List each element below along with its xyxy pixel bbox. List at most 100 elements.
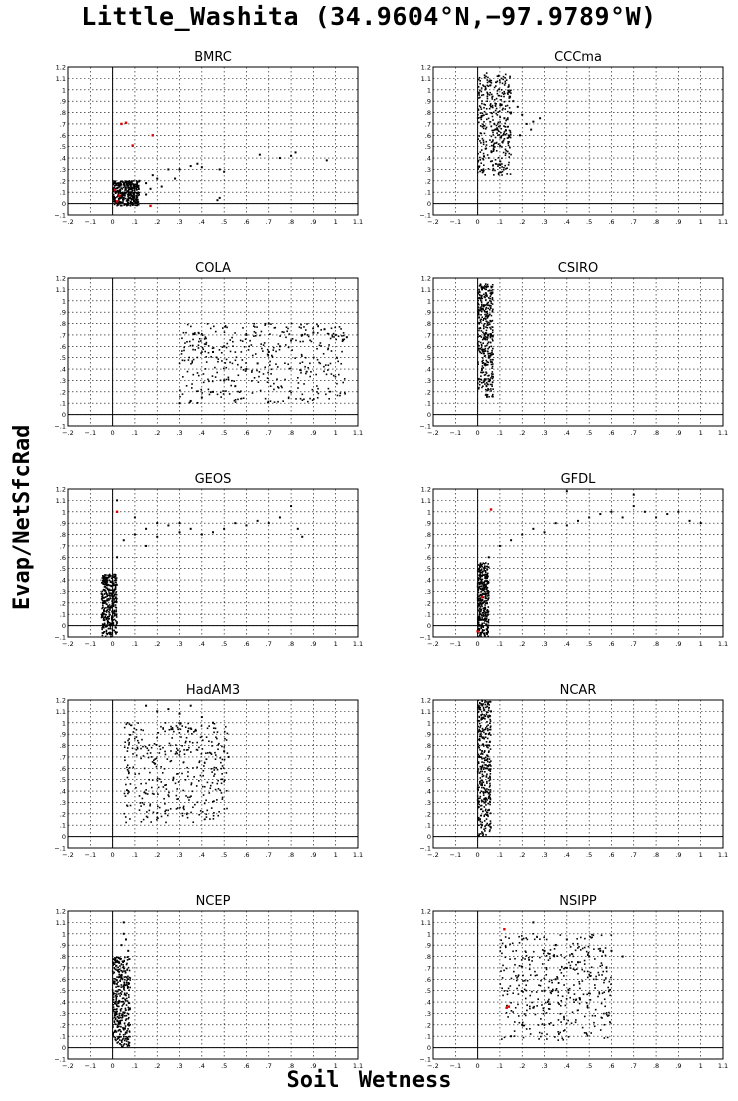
scatter-point [306, 334, 309, 336]
scatter-point [502, 93, 505, 95]
highlight-point [149, 204, 152, 208]
scatter-point [127, 195, 129, 198]
scatter-point [128, 969, 131, 972]
scatter-point [257, 381, 260, 383]
scatter-point [481, 304, 483, 306]
scatter-point [223, 345, 226, 348]
scatter-point [483, 132, 486, 135]
scatter-point [486, 790, 488, 793]
scatter-point [489, 333, 492, 335]
scatter-point [113, 1013, 116, 1015]
scatter-point [114, 588, 117, 591]
scatter-point [478, 604, 481, 607]
scatter-point [488, 758, 491, 760]
scatter-point [508, 161, 510, 164]
scatter-point [131, 187, 134, 190]
scatter-point [557, 982, 560, 984]
scatter-point [487, 733, 490, 736]
scatter-point [477, 581, 480, 584]
scatter-point [477, 731, 480, 733]
scatter-point [534, 1013, 537, 1016]
figure-title: Little_Washita (34.9604°N,−97.9789°W) [81, 2, 657, 31]
scatter-point [573, 993, 576, 995]
scatter-point [575, 998, 578, 1001]
scatter-point [164, 784, 166, 787]
scatter-point [486, 283, 489, 286]
scatter-point [499, 125, 501, 127]
scatter-point [482, 588, 485, 590]
y-tick-label: .1 [425, 400, 431, 408]
scatter-point [101, 607, 103, 610]
scatter-point [485, 577, 487, 580]
scatter-point [240, 351, 243, 353]
y-tick-label: .3 [425, 166, 431, 174]
scatter-point [120, 984, 123, 986]
scatter-point [126, 190, 128, 192]
x-tick-label: −.1 [84, 218, 96, 226]
scatter-point [181, 393, 184, 396]
scatter-point [157, 805, 159, 808]
scatter-point [488, 786, 491, 788]
y-tick-label: .5 [425, 776, 431, 784]
scatter-point [330, 327, 333, 330]
scatter-point [481, 365, 484, 367]
scatter-point [481, 770, 484, 773]
scatter-point [103, 622, 106, 625]
scatter-point [496, 90, 499, 92]
scatter-point [488, 791, 490, 794]
scatter-point [482, 170, 485, 173]
scatter-point [124, 189, 126, 192]
scatter-point [481, 761, 483, 763]
scatter-point [113, 1035, 115, 1038]
scatter-point [107, 606, 109, 608]
scatter-point [121, 1017, 123, 1019]
scatter-point [481, 618, 483, 620]
scatter-point [169, 744, 172, 747]
scatter-point [112, 1003, 114, 1006]
y-tick-label: .7 [425, 753, 431, 761]
scatter-point [164, 730, 166, 733]
scatter-point [490, 141, 493, 143]
scatter-point [484, 700, 487, 702]
scatter-point [591, 933, 593, 936]
scatter-point [586, 1035, 589, 1037]
y-tick-label: .9 [425, 309, 431, 317]
scatter-point [482, 319, 485, 322]
scatter-point [109, 593, 111, 595]
scatter-point [490, 363, 493, 366]
scatter-point [133, 199, 135, 202]
scatter-point [114, 1030, 117, 1032]
scatter-point [484, 813, 487, 815]
scatter-point [491, 140, 494, 143]
scatter-point [200, 533, 203, 536]
scatter-point [579, 961, 581, 963]
scatter-point [122, 921, 125, 924]
y-tick-label: .3 [60, 799, 66, 807]
scatter-point [126, 769, 129, 771]
y-tick-label: 1 [62, 86, 66, 94]
scatter-point [487, 620, 490, 623]
scatter-point [108, 627, 110, 630]
scatter-point [483, 379, 486, 382]
scatter-point [478, 722, 481, 725]
scatter-point [501, 157, 503, 160]
scatter-point [589, 992, 591, 995]
scatter-point [486, 95, 489, 98]
scatter-point [477, 312, 479, 315]
scatter-point [198, 340, 200, 343]
scatter-point [478, 833, 480, 835]
scatter-point [118, 1023, 120, 1025]
scatter-point [582, 993, 585, 996]
y-tick-label: .5 [425, 143, 431, 151]
scatter-point [112, 194, 115, 196]
x-tick-label: .7 [631, 640, 637, 648]
scatter-point [335, 356, 338, 359]
scatter-point [119, 191, 122, 193]
scatter-point [190, 795, 192, 797]
scatter-point [592, 978, 595, 981]
y-tick-label: .2 [60, 388, 66, 396]
scatter-point [479, 151, 482, 153]
scatter-point [119, 183, 121, 186]
scatter-point [105, 632, 108, 635]
